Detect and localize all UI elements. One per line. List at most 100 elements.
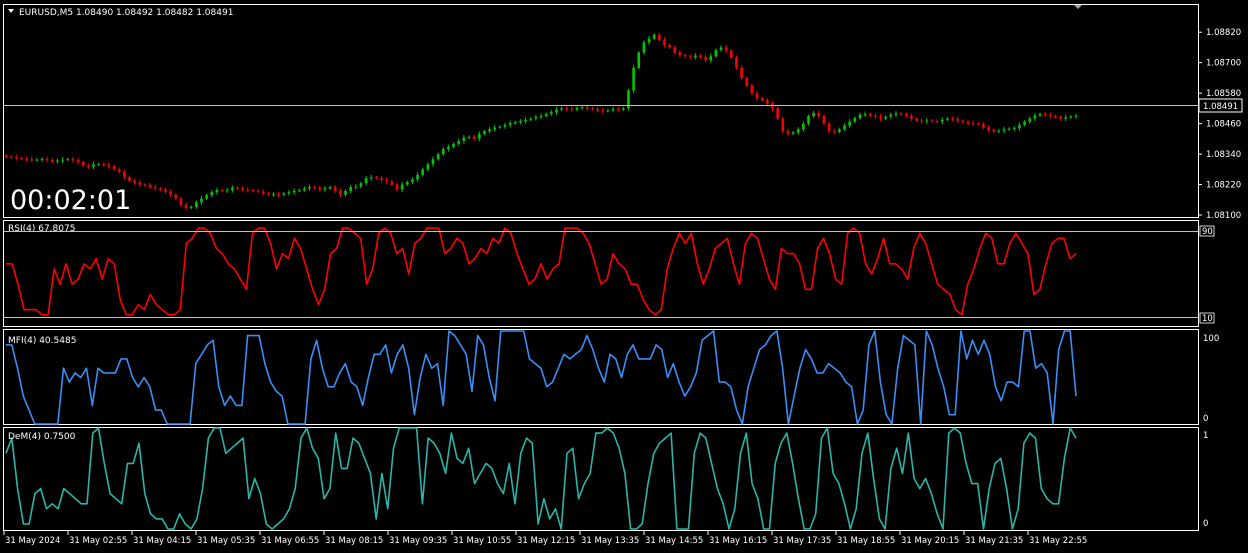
candle bbox=[1002, 126, 1006, 134]
candle bbox=[642, 40, 646, 55]
chart-shift-marker-icon[interactable] bbox=[1074, 5, 1082, 9]
time-tick-label: 31 May 02:55 bbox=[69, 536, 127, 546]
candle bbox=[225, 188, 229, 193]
candle bbox=[287, 190, 291, 196]
candle bbox=[889, 112, 893, 119]
candle bbox=[848, 119, 851, 129]
candle bbox=[76, 157, 80, 165]
price-tick-label: 1.08220 bbox=[1206, 181, 1241, 191]
candle bbox=[920, 118, 923, 124]
candle bbox=[1059, 115, 1062, 121]
candle bbox=[318, 185, 322, 192]
candle bbox=[282, 191, 286, 197]
candle bbox=[97, 162, 100, 166]
candle bbox=[1033, 112, 1037, 122]
dem-pane[interactable] bbox=[3, 427, 1199, 531]
dem-label: DeM(4) 0.7500 bbox=[8, 432, 76, 442]
time-tick-label: 31 May 05:35 bbox=[197, 536, 255, 546]
candle bbox=[796, 127, 800, 135]
candle bbox=[380, 176, 383, 182]
price-tick-label: 1.08700 bbox=[1206, 59, 1241, 69]
time-tick-label: 31 May 2024 bbox=[5, 536, 60, 546]
price-tick-label: 1.08340 bbox=[1206, 150, 1241, 160]
candle bbox=[313, 185, 316, 190]
mfi-series bbox=[6, 330, 1077, 425]
candle bbox=[694, 53, 697, 60]
candle bbox=[462, 135, 466, 144]
candle bbox=[483, 129, 486, 136]
candlestick-series bbox=[4, 32, 1078, 211]
candle bbox=[421, 167, 424, 177]
candle bbox=[236, 186, 239, 190]
candle bbox=[1064, 114, 1068, 122]
time-tick-label: 31 May 08:15 bbox=[325, 536, 383, 546]
candle bbox=[596, 106, 599, 113]
indicator-line bbox=[6, 227, 1077, 316]
candle bbox=[632, 65, 635, 94]
candle bbox=[791, 130, 795, 136]
candle bbox=[807, 114, 810, 126]
candle bbox=[277, 191, 280, 198]
chart-header: EURUSD,M5 1.08490 1.08492 1.08482 1.0849… bbox=[19, 8, 233, 18]
candle bbox=[529, 117, 533, 122]
candle bbox=[4, 154, 8, 159]
candle bbox=[292, 188, 296, 195]
rsi-label: RSI(4) 67.8075 bbox=[8, 224, 75, 234]
candle bbox=[498, 125, 502, 129]
candle bbox=[766, 98, 769, 106]
candle bbox=[25, 156, 28, 162]
candle bbox=[976, 122, 980, 126]
candle bbox=[822, 114, 826, 126]
candle bbox=[611, 106, 615, 113]
candle bbox=[71, 157, 75, 163]
candle bbox=[128, 175, 131, 183]
indicator-line bbox=[5, 427, 1077, 530]
candle bbox=[786, 128, 790, 137]
candle bbox=[102, 162, 106, 167]
time-tick-label: 31 May 14:55 bbox=[645, 536, 703, 546]
candle bbox=[904, 112, 908, 119]
candle bbox=[750, 83, 754, 96]
candle bbox=[210, 190, 214, 198]
candle bbox=[14, 154, 18, 161]
price-tick-label: 1.08820 bbox=[1206, 28, 1241, 38]
candle bbox=[441, 146, 445, 157]
candle bbox=[66, 157, 70, 162]
candle bbox=[858, 112, 862, 121]
candle bbox=[493, 124, 497, 132]
candle bbox=[328, 185, 332, 190]
main-pane[interactable] bbox=[3, 4, 1199, 218]
collapse-arrow-icon[interactable] bbox=[8, 9, 14, 13]
mfi-pane[interactable] bbox=[3, 329, 1199, 425]
candle bbox=[452, 142, 455, 149]
candle bbox=[303, 186, 306, 193]
candle bbox=[843, 123, 846, 132]
candle bbox=[606, 108, 610, 113]
candle bbox=[117, 167, 121, 174]
candle bbox=[699, 54, 702, 59]
candle bbox=[112, 164, 116, 171]
candle bbox=[760, 96, 764, 102]
candle bbox=[616, 106, 620, 113]
dem-level-0: 0 bbox=[1203, 519, 1208, 529]
candle bbox=[133, 178, 136, 185]
time-tick-label: 31 May 09:35 bbox=[389, 536, 447, 546]
time-tick-label: 31 May 10:55 bbox=[453, 536, 511, 546]
candle bbox=[827, 121, 831, 134]
rsi-pane[interactable] bbox=[3, 220, 1199, 327]
mfi-level-0: 0 bbox=[1203, 414, 1208, 424]
price-axis: 1.08820 1.08700 1.08580 1.08460 1.08340 1.082… bbox=[1198, 28, 1241, 221]
candle bbox=[971, 120, 975, 127]
current-price-label: 1.08491 bbox=[1203, 102, 1238, 112]
candle bbox=[143, 183, 147, 187]
candle bbox=[946, 117, 949, 122]
candle bbox=[745, 76, 749, 88]
candle bbox=[390, 179, 394, 187]
candle bbox=[81, 160, 85, 168]
candle bbox=[940, 117, 944, 125]
candle bbox=[730, 48, 733, 60]
candle bbox=[426, 162, 430, 172]
candle bbox=[411, 177, 414, 185]
candle bbox=[879, 113, 882, 122]
